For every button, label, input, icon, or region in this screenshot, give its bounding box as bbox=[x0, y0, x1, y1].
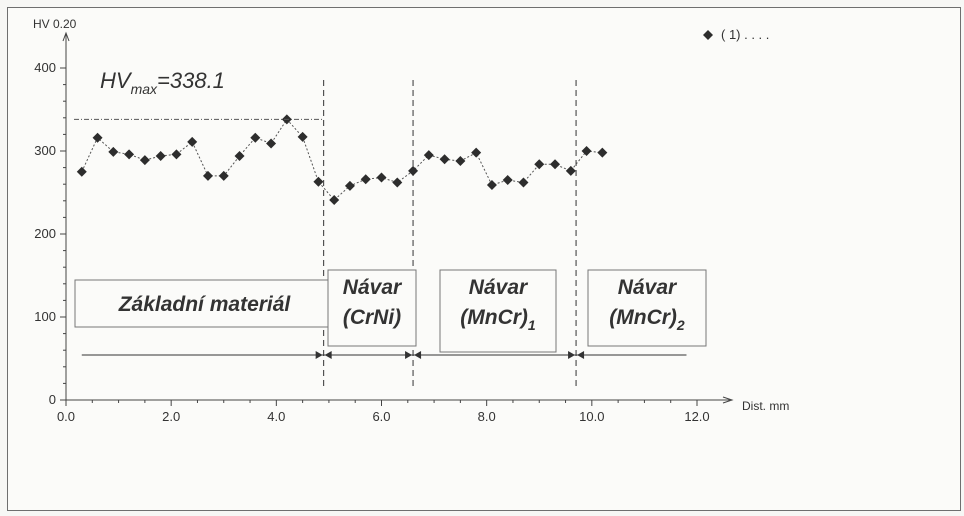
y-tick-label: 300 bbox=[34, 143, 56, 158]
data-point bbox=[124, 149, 135, 160]
zone-label-text: Návar bbox=[618, 276, 678, 299]
zone-label-text: Návar bbox=[343, 276, 403, 299]
y-tick-label: 400 bbox=[34, 60, 56, 75]
x-tick-label: 0.0 bbox=[57, 409, 75, 424]
axes: 0 100 200 300 400 0.0 2.0 4.0 6.0 8.0 10.0 12.0 HV 0… bbox=[33, 17, 789, 424]
data-point bbox=[439, 154, 450, 165]
data-point bbox=[597, 147, 608, 158]
data-point bbox=[423, 150, 434, 161]
x-axis-arrow bbox=[722, 396, 734, 404]
data-point bbox=[155, 150, 166, 161]
data-point bbox=[76, 166, 87, 177]
data-point bbox=[502, 175, 513, 186]
zone-label-subscript: 2 bbox=[676, 317, 685, 333]
x-tick-label: 4.0 bbox=[267, 409, 285, 424]
data-point bbox=[313, 176, 324, 187]
data-point bbox=[550, 159, 561, 170]
x-tick-label: 12.0 bbox=[684, 409, 709, 424]
y-tick-label: 200 bbox=[34, 226, 56, 241]
zone-span-arrowhead-right bbox=[405, 351, 413, 359]
annotations: HVmax=338.1 bbox=[74, 68, 324, 120]
data-point bbox=[266, 138, 277, 149]
data-point bbox=[139, 155, 150, 166]
zone-span-arrowhead-left bbox=[414, 351, 422, 359]
data-point bbox=[202, 170, 213, 181]
chart-frame: 0 100 200 300 400 0.0 2.0 4.0 6.0 8.0 10.0 12.0 HV 0… bbox=[7, 7, 961, 511]
y-axis-arrow bbox=[62, 31, 70, 42]
data-point bbox=[486, 180, 497, 191]
data-point bbox=[408, 165, 419, 176]
zone-label-box bbox=[327, 269, 417, 347]
x-axis-title: Dist. mm bbox=[742, 399, 789, 413]
legend: ( 1) . . . . bbox=[703, 27, 769, 42]
data-point bbox=[218, 170, 229, 181]
legend-label: ( 1) . . . . bbox=[721, 27, 769, 42]
data-point bbox=[92, 132, 103, 143]
data-point bbox=[392, 177, 403, 188]
x-tick-label: 6.0 bbox=[372, 409, 390, 424]
zone-span-arrowhead-right bbox=[315, 351, 323, 359]
legend-marker bbox=[703, 30, 713, 40]
data-point bbox=[108, 146, 119, 157]
zone-label-box bbox=[74, 279, 335, 328]
data-point bbox=[329, 194, 340, 205]
zone-span-arrowhead-right bbox=[568, 351, 576, 359]
data-point bbox=[534, 159, 545, 170]
x-tick-label: 10.0 bbox=[579, 409, 604, 424]
zone-boundaries bbox=[323, 80, 577, 388]
x-tick-label: 8.0 bbox=[478, 409, 496, 424]
data-point bbox=[234, 150, 245, 161]
data-point bbox=[187, 136, 198, 147]
data-point bbox=[250, 132, 261, 143]
zone-label-box bbox=[439, 269, 557, 353]
zone-label-text: (MnCr)2 bbox=[609, 306, 685, 333]
zone-label-box bbox=[587, 269, 707, 347]
zone-span-arrowhead-left bbox=[577, 351, 585, 359]
y-tick-label: 100 bbox=[34, 309, 56, 324]
data-point bbox=[297, 131, 308, 142]
zone-label-text: Základní materiál bbox=[118, 293, 292, 316]
y-axis-title: HV 0.20 bbox=[33, 17, 77, 31]
data-point bbox=[360, 174, 371, 185]
zone-label-subscript: 1 bbox=[528, 317, 536, 333]
zone-span-arrowhead-left bbox=[324, 351, 332, 359]
data-point bbox=[471, 147, 482, 158]
y-tick-label: 0 bbox=[49, 392, 56, 407]
hardness-chart: 0 100 200 300 400 0.0 2.0 4.0 6.0 8.0 10.0 12.0 HV 0… bbox=[33, 17, 789, 424]
zone-boxes: Základní materiál Návar (CrNi) Návar (MnCr)1… bbox=[74, 269, 707, 359]
series-connector-line bbox=[81, 118, 603, 201]
data-point bbox=[518, 177, 529, 188]
series-points bbox=[76, 114, 608, 205]
data-point bbox=[344, 180, 355, 191]
data-point bbox=[455, 155, 466, 166]
data-point bbox=[171, 149, 182, 160]
data-point bbox=[565, 165, 576, 176]
x-tick-label: 2.0 bbox=[162, 409, 180, 424]
zone-label-text: Návar bbox=[469, 276, 529, 299]
zone-label-text: (CrNi) bbox=[343, 306, 401, 329]
zone-label-text: (MnCr)1 bbox=[460, 306, 536, 333]
hvmax-label: HVmax=338.1 bbox=[100, 68, 225, 97]
data-point bbox=[581, 146, 592, 156]
data-point bbox=[376, 172, 387, 183]
